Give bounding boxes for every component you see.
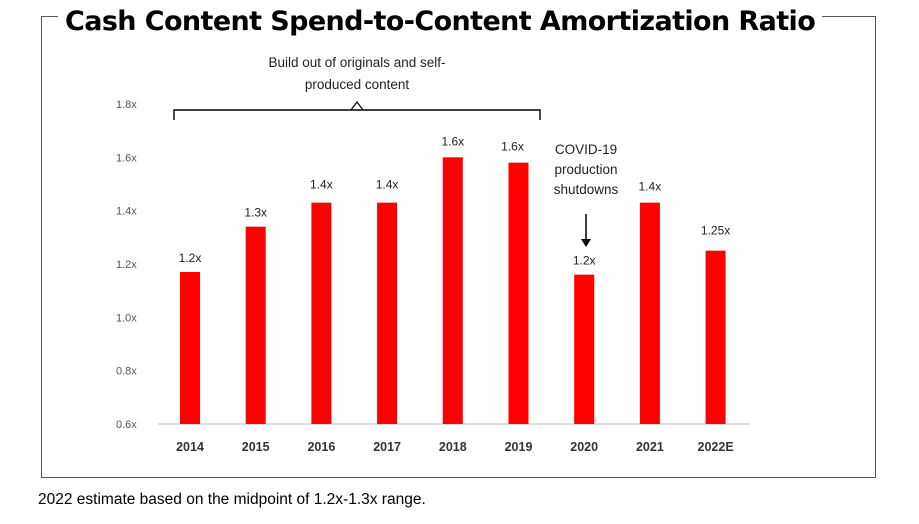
bracket-annotation-text: produced content bbox=[305, 77, 410, 92]
data-label: 1.2x bbox=[179, 251, 202, 265]
bracket-annotation-text: Build out of originals and self- bbox=[268, 55, 445, 70]
bar-2014 bbox=[180, 272, 200, 424]
x-tick-label: 2020 bbox=[570, 440, 598, 454]
y-tick-label: 0.6x bbox=[116, 419, 137, 431]
data-label: 1.6x bbox=[501, 140, 524, 154]
data-label: 1.4x bbox=[639, 180, 662, 194]
bracket-tip bbox=[350, 101, 364, 111]
chart-title: Cash Content Spend-to-Content Amortizati… bbox=[58, 4, 823, 40]
bar-2016 bbox=[311, 202, 332, 424]
data-label: 1.25x bbox=[701, 224, 730, 238]
y-tick-label: 1.0x bbox=[116, 312, 137, 324]
data-label: 1.3x bbox=[244, 206, 267, 220]
y-tick-label: 1.6x bbox=[116, 152, 137, 164]
bars bbox=[180, 157, 726, 425]
data-label: 1.2x bbox=[573, 254, 596, 268]
bar-2017 bbox=[377, 202, 398, 424]
data-label: 1.6x bbox=[441, 134, 464, 148]
data-label: 1.4x bbox=[376, 178, 399, 192]
bar-2022e bbox=[705, 250, 726, 424]
x-axis-labels: 2014 2015 2016 2017 2018 2019 2020 2021 2022E bbox=[176, 440, 734, 454]
covid-annotation-text: shutdowns bbox=[554, 182, 619, 197]
x-tick-label: 2022E bbox=[698, 440, 734, 454]
covid-annotation-text: COVID-19 bbox=[555, 142, 617, 157]
y-tick-label: 1.4x bbox=[116, 206, 137, 218]
x-tick-label: 2017 bbox=[373, 440, 401, 454]
covid-arrow-head bbox=[581, 239, 591, 247]
x-tick-label: 2014 bbox=[176, 440, 204, 454]
bar-2021 bbox=[639, 202, 660, 424]
covid-annotation-text: production bbox=[554, 162, 617, 177]
bar-2019 bbox=[508, 162, 529, 424]
x-tick-label: 2018 bbox=[439, 440, 467, 454]
x-tick-label: 2016 bbox=[307, 440, 335, 454]
y-tick-label: 1.8x bbox=[116, 99, 137, 111]
y-tick-label: 1.2x bbox=[116, 259, 137, 271]
data-labels: 1.2x 1.3x 1.4x 1.4x 1.6x 1.6x 1.2x 1.4x 1.25x bbox=[179, 134, 731, 267]
y-tick-label: 0.8x bbox=[116, 366, 137, 378]
x-tick-label: 2019 bbox=[505, 440, 533, 454]
bar-2020 bbox=[574, 274, 595, 424]
x-tick-label: 2015 bbox=[242, 440, 270, 454]
y-axis-ticks: 1.8x 1.6x 1.4x 1.2x 1.0x 0.8x 0.6x bbox=[116, 99, 137, 431]
annotations: Build out of originals and self-produced… bbox=[173, 55, 619, 247]
x-tick-label: 2021 bbox=[636, 440, 664, 454]
footnote: 2022 estimate based on the midpoint of 1… bbox=[38, 491, 426, 508]
data-label: 1.4x bbox=[310, 178, 333, 192]
bracket bbox=[173, 109, 541, 120]
bar-2018 bbox=[442, 157, 463, 425]
bar-2015 bbox=[245, 226, 266, 424]
